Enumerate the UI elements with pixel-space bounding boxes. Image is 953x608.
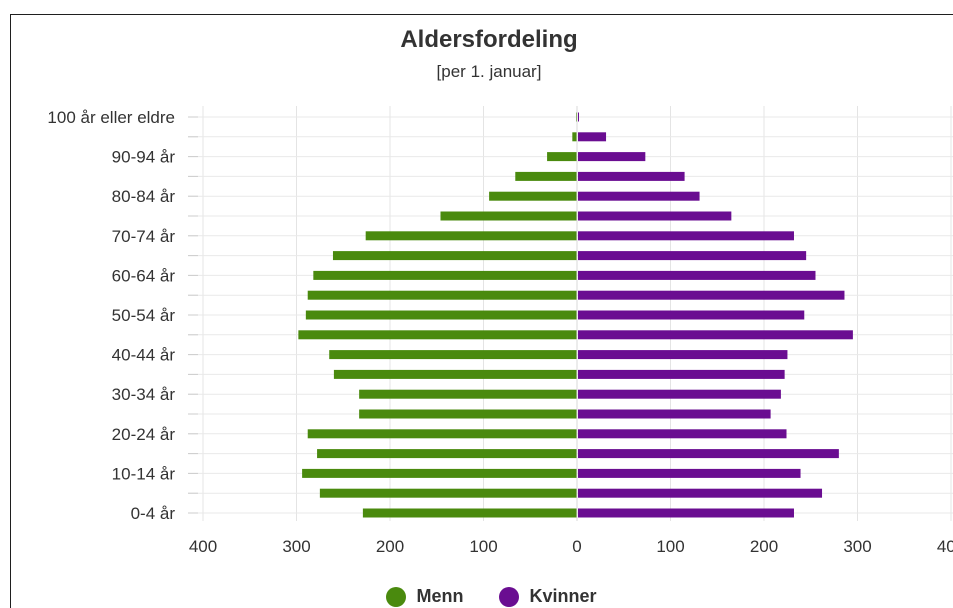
x-tick-label: 0	[572, 537, 581, 556]
bar-menn	[359, 409, 577, 419]
y-tick-label: 20-24 år	[112, 425, 176, 444]
y-tick-label: 40-44 år	[112, 346, 176, 365]
legend-item-kvinner[interactable]: Kvinner	[499, 586, 597, 607]
x-tick-label: 400	[937, 537, 953, 556]
bar-kvinner	[578, 191, 700, 201]
y-tick-label: 90-94 år	[112, 148, 176, 167]
bar-kvinner	[578, 468, 801, 478]
x-tick-label: 300	[843, 537, 871, 556]
bar-kvinner	[578, 211, 732, 221]
x-tick-label: 100	[656, 537, 684, 556]
bar-kvinner	[578, 270, 816, 280]
bar-kvinner	[578, 152, 646, 162]
y-tick-label: 10-14 år	[112, 464, 176, 483]
bar-kvinner	[578, 171, 685, 181]
legend-marker-kvinner	[499, 586, 520, 607]
chart-frame	[10, 14, 953, 608]
bar-kvinner	[578, 389, 781, 399]
chart-title: Aldersfordeling	[400, 26, 578, 53]
bar-kvinner	[578, 132, 607, 142]
bar-kvinner	[578, 231, 794, 241]
y-tick-label: 30-34 år	[112, 385, 176, 404]
bar-kvinner	[578, 350, 788, 360]
bar-menn	[319, 488, 577, 498]
y-tick-label: 100 år eller eldre	[47, 108, 175, 127]
bar-kvinner	[578, 409, 771, 419]
bar-kvinner	[578, 310, 805, 320]
bar-menn	[329, 350, 577, 360]
legend-label-menn: Menn	[416, 586, 464, 606]
y-tick-label: 50-54 år	[112, 306, 176, 325]
bar-menn	[489, 191, 577, 201]
bar-menn	[332, 251, 577, 261]
bar-menn	[298, 330, 577, 340]
y-tick-label: 70-74 år	[112, 227, 176, 246]
y-tick-label: 60-64 år	[112, 266, 176, 285]
bar-menn	[317, 449, 577, 459]
legend-item-menn[interactable]: Menn	[386, 586, 463, 607]
bar-kvinner	[578, 369, 785, 379]
bar-menn	[440, 211, 577, 221]
legend-marker-menn	[386, 586, 407, 607]
x-tick-label: 200	[750, 537, 778, 556]
x-tick-label: 400	[189, 537, 217, 556]
bar-menn	[547, 152, 577, 162]
bar-menn	[307, 290, 577, 300]
legend-label-kvinner: Kvinner	[529, 586, 597, 606]
bar-menn	[572, 132, 577, 142]
bar-kvinner	[578, 251, 807, 261]
bar-kvinner	[578, 449, 839, 459]
bar-menn	[333, 369, 577, 379]
x-tick-label: 200	[376, 537, 404, 556]
bar-menn	[313, 270, 577, 280]
bar-kvinner	[578, 488, 823, 498]
bar-menn	[362, 508, 577, 518]
bar-kvinner	[578, 112, 579, 122]
bar-menn	[305, 310, 577, 320]
bar-kvinner	[578, 508, 794, 518]
y-tick-label: 0-4 år	[131, 504, 176, 523]
legend: Menn Kvinner	[0, 586, 953, 607]
bar-menn	[365, 231, 577, 241]
chart-subtitle: [per 1. januar]	[436, 62, 542, 81]
y-tick-label: 80-84 år	[112, 187, 176, 206]
x-tick-label: 100	[469, 537, 497, 556]
bar-kvinner	[578, 290, 845, 300]
bar-menn	[307, 429, 577, 439]
bar-menn	[359, 389, 577, 399]
bar-kvinner	[578, 330, 853, 340]
bar-menn	[302, 468, 577, 478]
bar-menn	[515, 171, 577, 181]
x-tick-label: 300	[282, 537, 310, 556]
bar-kvinner	[578, 429, 787, 439]
